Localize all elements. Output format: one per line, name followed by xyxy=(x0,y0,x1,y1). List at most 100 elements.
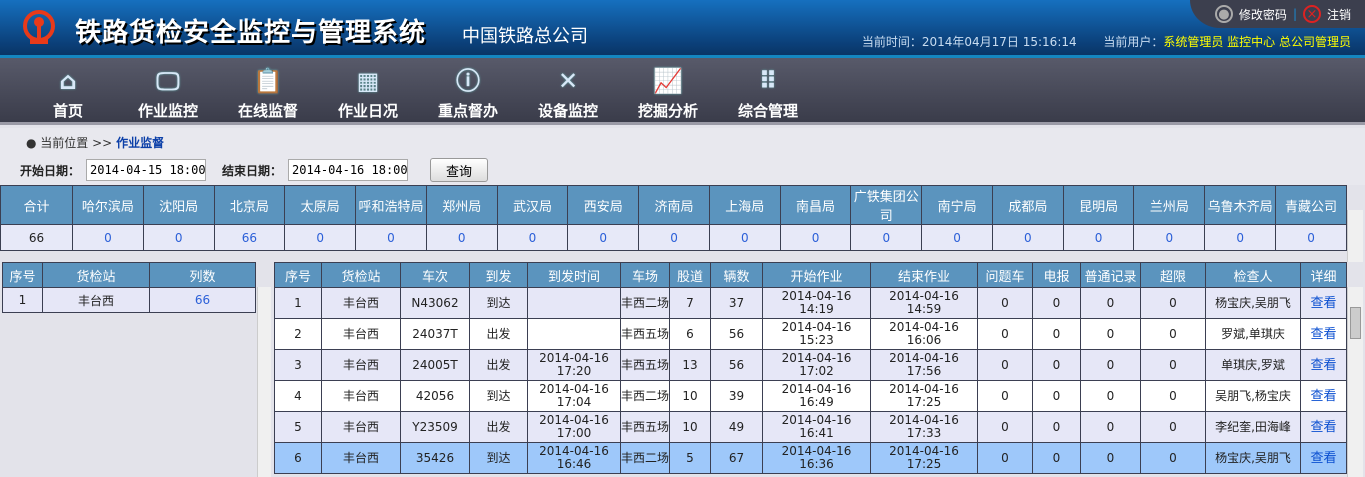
station-header: 序号 xyxy=(2,262,43,288)
chart-icon: 📈 xyxy=(653,67,683,95)
grid-icon: ⠿ xyxy=(758,67,778,95)
user-icon: ● xyxy=(1214,5,1233,23)
app-title: 铁路货检安全监控与管理系统 xyxy=(75,18,427,48)
table-row[interactable]: 4 丰台西 42056 到达 2014-04-16 17:04 丰西二场 10 39 2014-… xyxy=(274,380,1347,412)
summary-value[interactable]: 0 xyxy=(708,224,781,251)
summary-header: 南宁局 xyxy=(921,185,993,225)
view-detail-link[interactable]: 查看 xyxy=(1310,326,1337,342)
view-detail-link[interactable]: 查看 xyxy=(1310,295,1337,311)
summary-value[interactable]: 0 xyxy=(1133,224,1206,251)
view-detail-link[interactable]: 查看 xyxy=(1310,450,1337,466)
breadcrumb: ● 当前位置 >> 作业监督 xyxy=(0,128,1365,155)
summary-value[interactable]: 0 xyxy=(567,224,640,251)
train-header: 开始作业 xyxy=(762,262,871,288)
railway-logo-icon xyxy=(23,10,55,44)
summary-value[interactable]: 0 xyxy=(284,224,357,251)
station-scrollbar[interactable] xyxy=(257,287,271,477)
current-user: 系统管理员 监控中心 总公司管理员 xyxy=(1163,35,1351,49)
app-subtitle: 中国铁路总公司 xyxy=(462,26,588,47)
nav-item-0[interactable]: ⌂ 首页 xyxy=(18,66,118,121)
train-header: 超限 xyxy=(1140,262,1206,288)
summary-header: 沈阳局 xyxy=(142,185,215,225)
summary-value[interactable]: 0 xyxy=(496,224,569,251)
station-table: 序号 货检站 列数 1 丰台西 66 xyxy=(2,262,256,313)
train-header: 序号 xyxy=(274,262,322,288)
summary-value[interactable]: 66 xyxy=(213,224,286,251)
logout-link[interactable]: 注销 xyxy=(1326,7,1351,22)
train-header: 到发 xyxy=(469,262,528,288)
table-row[interactable]: 6 丰台西 35426 到达 2014-04-16 16:46 丰西二场 5 67 2014-0… xyxy=(274,442,1347,474)
train-table: 序号 货检站 车次 到发 到发时间 车场 股道 辆数 开始作业 结束作业 问题车 电报 普通记录 超限 检查… xyxy=(274,262,1347,474)
summary-header: 呼和浩特局 xyxy=(355,185,427,225)
table-row[interactable]: 1 丰台西 66 xyxy=(2,287,256,313)
nav-item-3[interactable]: ▦ 作业日况 xyxy=(318,66,418,121)
summary-header: 兰州局 xyxy=(1133,185,1206,225)
train-header: 结束作业 xyxy=(870,262,978,288)
table-row[interactable]: 2 丰台西 24037T 出发 丰西五场 6 56 2014-04-16 15:23 2014-… xyxy=(274,318,1347,350)
nav-item-4[interactable]: ⓘ 重点督办 xyxy=(418,66,518,121)
train-header: 到发时间 xyxy=(527,262,621,288)
filter-bar: 开始日期： 结束日期： 查询 xyxy=(0,155,1365,185)
summary-value[interactable]: 0 xyxy=(779,224,852,251)
summary-value[interactable]: 0 xyxy=(1275,224,1347,251)
main-nav: ⌂ 首页 🖵 作业监控 📋 在线监督 ▦ 作业日况 ⓘ 重点督办 ✕ 设备监控 📈 挖掘分析 ⠿ 综合管理 xyxy=(0,58,1365,125)
train-header: 普通记录 xyxy=(1080,262,1141,288)
info-icon: ⓘ xyxy=(456,67,480,95)
summary-value[interactable]: 0 xyxy=(355,224,427,251)
summary-value[interactable]: 0 xyxy=(850,224,923,251)
monitor-icon: 🖵 xyxy=(156,67,180,95)
summary-table: 合计 哈尔滨局 沈阳局 北京局 太原局 呼和浩特局 郑州局 武汉局 西安局 济南局 上海局 南昌局 广铁… xyxy=(0,185,1347,251)
summary-value[interactable]: 0 xyxy=(921,224,993,251)
nav-item-2[interactable]: 📋 在线监督 xyxy=(218,66,318,121)
summary-header: 武汉局 xyxy=(496,185,569,225)
train-header: 问题车 xyxy=(977,262,1033,288)
summary-header: 南昌局 xyxy=(779,185,852,225)
train-header: 货检站 xyxy=(321,262,401,288)
view-detail-link[interactable]: 查看 xyxy=(1310,357,1337,373)
summary-header: 乌鲁木齐局 xyxy=(1204,185,1277,225)
summary-header: 青藏公司 xyxy=(1275,185,1347,225)
summary-value[interactable]: 0 xyxy=(991,224,1064,251)
station-header: 列数 xyxy=(149,262,256,288)
table-row[interactable]: 1 丰台西 N43062 到达 丰西二场 7 37 2014-04-16 14:19 2014-… xyxy=(274,287,1347,319)
train-header: 车次 xyxy=(400,262,470,288)
summary-value[interactable]: 0 xyxy=(1062,224,1135,251)
summary-value[interactable]: 0 xyxy=(142,224,215,251)
query-button[interactable]: 查询 xyxy=(430,158,489,182)
end-date-input[interactable] xyxy=(288,159,409,181)
start-date-input[interactable] xyxy=(86,159,207,181)
nav-item-6[interactable]: 📈 挖掘分析 xyxy=(618,66,718,121)
breadcrumb-current[interactable]: 作业监督 xyxy=(116,136,165,150)
summary-value: 66 xyxy=(0,224,73,251)
train-header: 股道 xyxy=(669,262,711,288)
home-icon: ⌂ xyxy=(59,67,77,95)
summary-header: 上海局 xyxy=(708,185,781,225)
view-detail-link[interactable]: 查看 xyxy=(1310,388,1337,404)
summary-header: 郑州局 xyxy=(425,185,498,225)
view-detail-link[interactable]: 查看 xyxy=(1310,419,1337,435)
summary-header: 成都局 xyxy=(991,185,1064,225)
summary-header: 哈尔滨局 xyxy=(72,185,144,225)
table-row[interactable]: 5 丰台西 Y23509 出发 2014-04-16 17:00 丰西五场 10 49 2014… xyxy=(274,411,1347,443)
nav-item-5[interactable]: ✕ 设备监控 xyxy=(518,66,618,121)
change-password-link[interactable]: 修改密码 xyxy=(1238,7,1287,22)
summary-header: 西安局 xyxy=(567,185,640,225)
table-row[interactable]: 3 丰台西 24005T 出发 2014-04-16 17:20 丰西五场 13 56 2014… xyxy=(274,349,1347,381)
train-header: 检查人 xyxy=(1205,262,1301,288)
summary-value[interactable]: 0 xyxy=(638,224,710,251)
nav-item-1[interactable]: 🖵 作业监控 xyxy=(118,66,218,121)
summary-header: 昆明局 xyxy=(1062,185,1135,225)
summary-value[interactable]: 0 xyxy=(1204,224,1277,251)
summary-value[interactable]: 0 xyxy=(72,224,144,251)
summary-header: 广铁集团公司 xyxy=(850,185,923,225)
summary-value[interactable]: 0 xyxy=(425,224,498,251)
header: 铁路货检安全监控与管理系统 中国铁路总公司 ● 修改密码 | × 注销 当前时间… xyxy=(0,0,1365,58)
close-icon[interactable]: × xyxy=(1302,5,1321,23)
summary-scrollbar[interactable] xyxy=(1347,210,1363,262)
summary-header: 合计 xyxy=(0,185,73,225)
train-scrollbar[interactable] xyxy=(1347,287,1363,477)
train-header: 电报 xyxy=(1032,262,1081,288)
current-time: 2014年04月17日 15:16:14 xyxy=(921,35,1077,49)
summary-header: 北京局 xyxy=(213,185,286,225)
nav-item-7[interactable]: ⠿ 综合管理 xyxy=(718,66,818,121)
